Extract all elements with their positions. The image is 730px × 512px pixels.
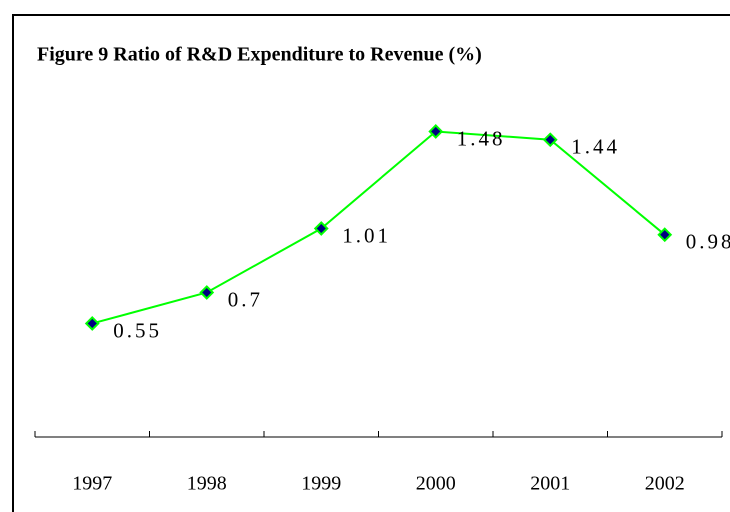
x-tick-label: 2001 <box>530 473 570 495</box>
data-line <box>91 130 666 325</box>
data-point <box>542 132 558 148</box>
chart-title: Figure 9 Ratio of R&D Expenditure to Rev… <box>37 44 482 66</box>
chart-frame <box>12 14 730 512</box>
data-label: 1.44 <box>571 135 620 159</box>
x-tick-label: 1997 <box>72 473 112 495</box>
data-point <box>199 285 215 300</box>
data-point <box>428 124 444 139</box>
data-label: 0.98 <box>686 230 730 254</box>
data-label: 1.01 <box>342 223 391 247</box>
data-point <box>84 316 100 331</box>
x-tick-label: 1998 <box>187 473 227 495</box>
data-point <box>313 221 329 236</box>
x-tick-label: 1999 <box>301 473 341 495</box>
data-point <box>657 227 673 243</box>
data-label: 1.48 <box>457 126 506 150</box>
data-label: 0.55 <box>113 318 162 342</box>
x-tick-label: 2000 <box>416 473 456 495</box>
x-tick-label: 2002 <box>645 473 685 495</box>
data-label: 0.7 <box>228 287 263 311</box>
